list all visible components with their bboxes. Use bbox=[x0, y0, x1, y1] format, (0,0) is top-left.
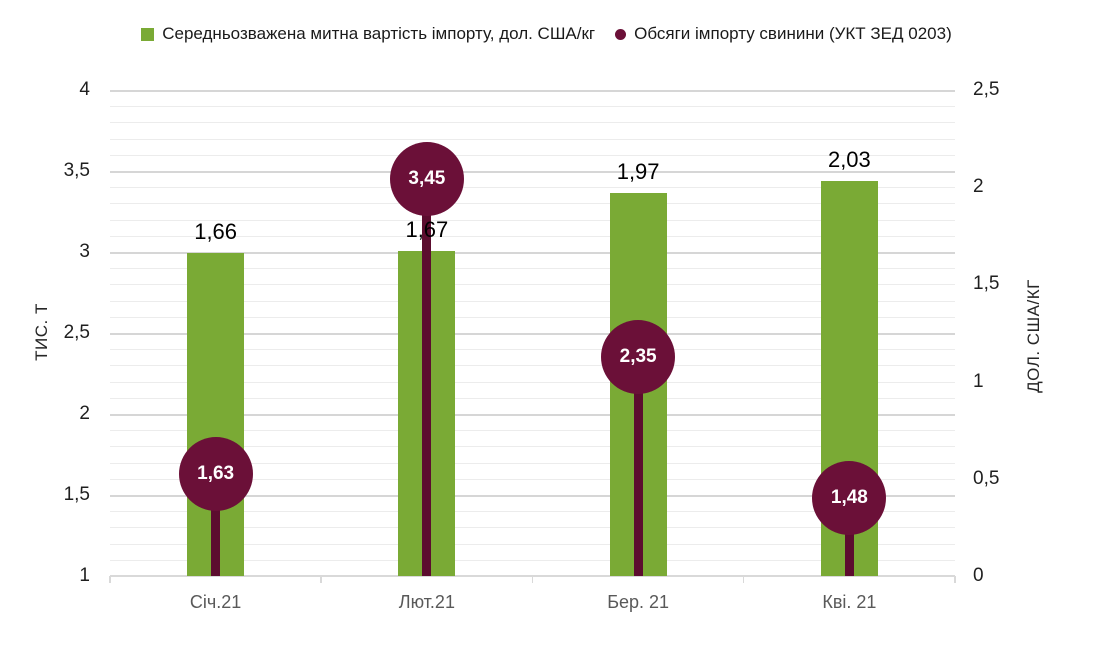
gridline-minor bbox=[110, 365, 955, 367]
gridline-minor bbox=[110, 446, 955, 448]
right-axis-tick-label: 0,5 bbox=[973, 467, 1000, 489]
bar-value-label-2: 1,97 bbox=[616, 159, 660, 185]
x-axis-tick-mark bbox=[531, 576, 533, 583]
import-volume-marker-0: 1,63 bbox=[178, 436, 253, 511]
gridline-minor bbox=[110, 106, 955, 108]
gridline-major bbox=[110, 90, 955, 92]
gridline-minor bbox=[110, 187, 955, 189]
x-axis-category-label: Лют.21 bbox=[398, 592, 455, 612]
right-axis-tick-label: 0 bbox=[973, 565, 984, 586]
right-axis-tick-label: 2 bbox=[973, 176, 984, 198]
legend-label-import-volume: Обсяги імпорту свинини (УКТ ЗЕД 0203) bbox=[634, 24, 952, 43]
green-square-icon bbox=[141, 27, 155, 41]
left-axis-tick-label: 4 bbox=[79, 79, 90, 100]
x-axis-tick-mark bbox=[742, 576, 745, 583]
bar-value-label-0: 1,66 bbox=[194, 219, 238, 245]
gridline-minor bbox=[110, 430, 955, 432]
import-volume-stem-0 bbox=[211, 473, 221, 576]
x-axis-category-label: Кві. 21 bbox=[822, 592, 877, 612]
import-volume-marker-2: 2,35 bbox=[601, 320, 676, 395]
maroon-circle-icon bbox=[615, 28, 627, 40]
import-volume-marker-3: 1,48 bbox=[812, 461, 887, 536]
import-volume-stem-3 bbox=[844, 498, 854, 576]
gridline-major bbox=[110, 414, 955, 416]
gridline-minor bbox=[110, 154, 955, 156]
legend-item-import-volume: Обсяги імпорту свинини (УКТ ЗЕД 0203) bbox=[615, 24, 952, 44]
x-axis-tick-mark bbox=[109, 576, 111, 583]
left-axis-tick-label: 1,5 bbox=[63, 484, 90, 505]
gridline-minor bbox=[110, 300, 955, 302]
left-axis-tick-label: 1 bbox=[79, 565, 90, 586]
import-volume-stem-1 bbox=[422, 179, 432, 576]
x-axis-category-label: Січ.21 bbox=[189, 592, 242, 612]
gridline-major bbox=[110, 171, 955, 173]
left-axis-tick-label: 3 bbox=[79, 241, 90, 262]
legend-item-customs-value: Середньозважена митна вартість імпорту, … bbox=[141, 24, 595, 44]
gridline-minor bbox=[110, 559, 955, 561]
gridline-minor bbox=[110, 122, 955, 124]
x-axis-line bbox=[110, 575, 955, 577]
gridline-minor bbox=[110, 284, 955, 286]
gridline-minor bbox=[110, 527, 955, 529]
x-axis-tick-mark bbox=[320, 576, 322, 583]
gridline-minor bbox=[110, 268, 955, 270]
x-axis-category-label: Бер. 21 bbox=[607, 592, 670, 612]
gridline-minor bbox=[110, 138, 955, 140]
left-axis-tick-label: 3,5 bbox=[63, 160, 90, 181]
gridline-minor bbox=[110, 203, 955, 205]
right-axis-tick-label: 1,5 bbox=[973, 273, 1000, 295]
legend-label-customs-value: Середньозважена митна вартість імпорту, … bbox=[162, 24, 596, 43]
gridline-minor bbox=[110, 462, 955, 464]
bar-value-label-1: 1,67 bbox=[405, 217, 449, 243]
x-axis-tick-mark bbox=[954, 576, 956, 583]
left-axis-tick-label: 2 bbox=[79, 403, 90, 424]
gridline-minor bbox=[110, 219, 955, 221]
gridline-minor bbox=[110, 397, 955, 399]
right-axis-tick-label: 1 bbox=[973, 370, 984, 392]
gridline-minor bbox=[110, 349, 955, 351]
right-axis-tick-label: 2,5 bbox=[973, 79, 1000, 100]
gridline-major bbox=[110, 252, 955, 254]
gridline-minor bbox=[110, 316, 955, 318]
gridline-minor bbox=[110, 381, 955, 383]
left-axis-tick-label: 2,5 bbox=[63, 322, 90, 343]
gridline-minor bbox=[110, 478, 955, 480]
bar-value-label-3: 2,03 bbox=[827, 147, 871, 173]
gridline-minor bbox=[110, 543, 955, 545]
gridline-major bbox=[110, 495, 955, 497]
gridline-minor bbox=[110, 235, 955, 237]
import-volume-stem-2 bbox=[633, 357, 643, 576]
import-volume-marker-1: 3,45 bbox=[389, 142, 464, 217]
chart-legend: Середньозважена митна вартість імпорту, … bbox=[0, 24, 1093, 44]
gridline-minor bbox=[110, 511, 955, 513]
gridline-major bbox=[110, 333, 955, 335]
